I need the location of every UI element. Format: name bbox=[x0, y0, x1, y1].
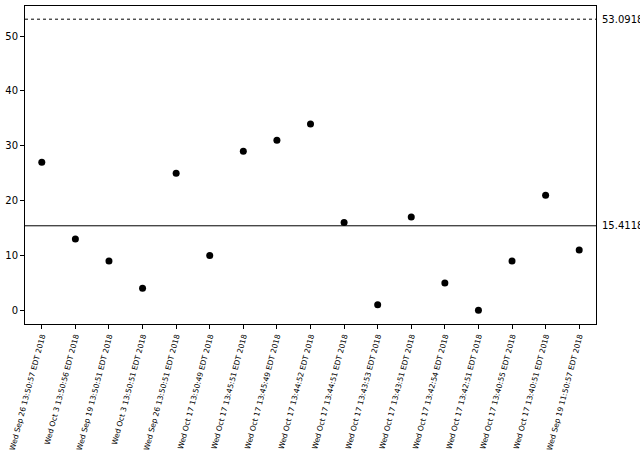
svg-text:Wed Oct 3 13:50:51 EDT 2018: Wed Oct 3 13:50:51 EDT 2018 bbox=[110, 333, 148, 446]
svg-text:Wed Sep 19 13:50:51 EDT 2018: Wed Sep 19 13:50:51 EDT 2018 bbox=[75, 333, 115, 451]
svg-text:Wed Oct 17 13:43:51 EDT 2018: Wed Oct 17 13:43:51 EDT 2018 bbox=[377, 333, 416, 450]
svg-text:Wed Oct 3 13:50:56 EDT 2018: Wed Oct 3 13:50:56 EDT 2018 bbox=[43, 333, 81, 446]
svg-text:Wed Oct 17 13:43:53 EDT 2018: Wed Oct 17 13:43:53 EDT 2018 bbox=[344, 333, 383, 450]
svg-text:Wed Oct 17 13:45:51 EDT 2018: Wed Oct 17 13:45:51 EDT 2018 bbox=[209, 333, 248, 450]
svg-text:Wed Oct 17 13:50:49 EDT 2018: Wed Oct 17 13:50:49 EDT 2018 bbox=[176, 333, 215, 450]
svg-text:Wed Oct 17 13:40:55 EDT 2018: Wed Oct 17 13:40:55 EDT 2018 bbox=[478, 333, 517, 450]
svg-text:Wed Oct 17 13:40:51 EDT 2018: Wed Oct 17 13:40:51 EDT 2018 bbox=[512, 333, 551, 450]
svg-text:40: 40 bbox=[5, 85, 18, 96]
svg-text:30: 30 bbox=[5, 140, 18, 151]
svg-text:20: 20 bbox=[5, 195, 18, 206]
svg-text:Wed Sep 26 13:50:57 EDT 2018: Wed Sep 26 13:50:57 EDT 2018 bbox=[8, 333, 48, 451]
svg-text:Wed Oct 17 13:42:51 EDT 2018: Wed Oct 17 13:42:51 EDT 2018 bbox=[445, 333, 484, 450]
svg-text:Wed Sep 26 13:50:51 EDT 2018: Wed Sep 26 13:50:51 EDT 2018 bbox=[142, 333, 182, 451]
svg-text:15.4118: 15.4118 bbox=[602, 220, 640, 231]
svg-text:10: 10 bbox=[5, 250, 18, 261]
svg-text:50: 50 bbox=[5, 31, 18, 42]
svg-text:Wed Oct 17 13:44:51 EDT 2018: Wed Oct 17 13:44:51 EDT 2018 bbox=[310, 333, 349, 450]
svg-text:0: 0 bbox=[12, 305, 18, 316]
svg-text:Wed Sep 19 11:50:57 EDT 2018: Wed Sep 19 11:50:57 EDT 2018 bbox=[545, 333, 585, 451]
svg-text:Wed Oct 17 13:45:49 EDT 2018: Wed Oct 17 13:45:49 EDT 2018 bbox=[243, 333, 282, 450]
svg-text:Wed Oct 17 13:42:54 EDT 2018: Wed Oct 17 13:42:54 EDT 2018 bbox=[411, 333, 450, 450]
svg-text:53.0918: 53.0918 bbox=[602, 14, 640, 25]
svg-text:Wed Oct 17 13:44:52 EDT 2018: Wed Oct 17 13:44:52 EDT 2018 bbox=[277, 333, 316, 450]
